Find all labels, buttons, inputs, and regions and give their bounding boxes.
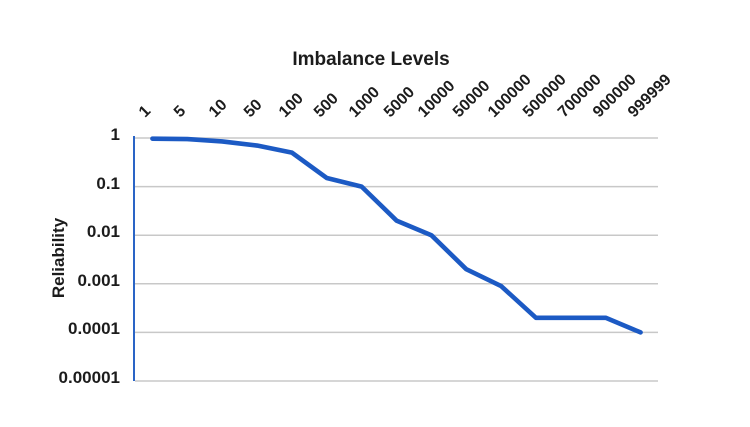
y-tick-label: 0.01 — [86, 222, 120, 242]
y-tick-label: 0.00001 — [58, 368, 120, 387]
chart-title: Imbalance Levels — [292, 49, 450, 70]
data-line-reliability — [150, 136, 643, 335]
y-tick-label: 0.0001 — [68, 319, 120, 339]
y-tick-label: 0.001 — [77, 270, 120, 290]
y-tick-label: 0.1 — [96, 173, 120, 193]
y-tick-label: 1 — [110, 125, 120, 144]
